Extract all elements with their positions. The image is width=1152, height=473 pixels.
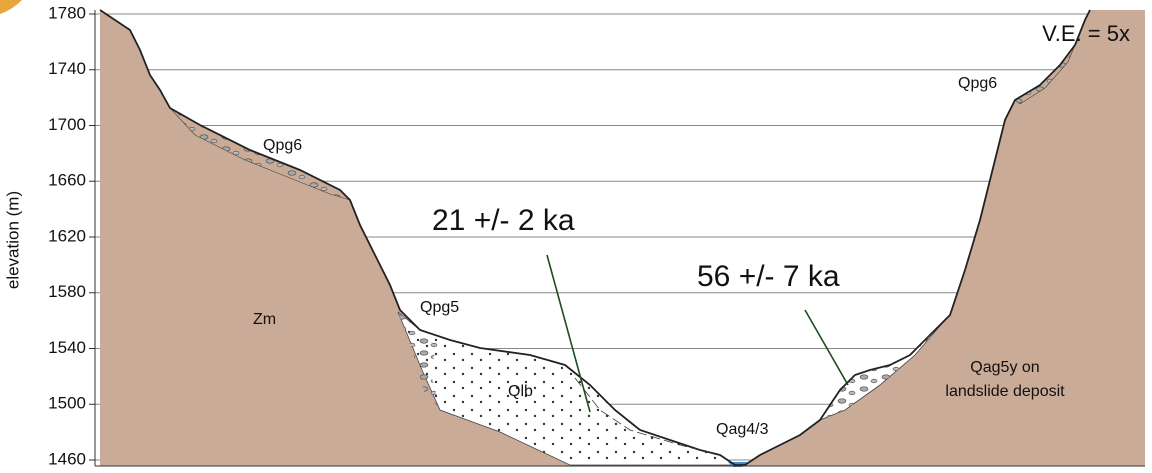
unit-label: Qpg6: [958, 75, 997, 92]
bedrock: [100, 10, 1145, 466]
y-tick-label: 1620: [48, 226, 86, 245]
y-tick-label: 1740: [48, 59, 86, 78]
y-tick-label: 1460: [48, 449, 86, 468]
unit-label: Zm: [253, 311, 276, 328]
unit-label: Qpg6: [263, 137, 302, 154]
unit-label: Qlb: [508, 383, 533, 400]
qlb-dots: [398, 312, 735, 465]
unit-label: landslide deposit: [945, 383, 1065, 400]
unit-label: Qag5y on: [970, 359, 1039, 376]
unit-label: Qpg5: [420, 299, 459, 316]
age-label: 56 +/- 7 ka: [697, 260, 840, 293]
unit-label: Qag4/3: [716, 421, 769, 438]
leader-line: [546, 254, 591, 413]
y-tick-label: 1580: [48, 282, 86, 301]
y-tick-label: 1540: [48, 338, 86, 357]
ground-surface: [99, 9, 1091, 466]
logo-fragment: [0, 0, 22, 14]
y-tick-label: 1700: [48, 115, 86, 134]
terrace-contact: [574, 377, 721, 456]
y-tick-label: 1660: [48, 171, 86, 190]
age-label: 21 +/- 2 ka: [432, 204, 575, 237]
ve-label: V.E. = 5x: [1042, 21, 1130, 46]
leader-line: [804, 309, 849, 386]
y-tick-label: 1500: [48, 394, 86, 413]
qpg5-gravel: [398, 312, 440, 408]
qag5y-gravel: [820, 320, 945, 420]
y-tick-label: 1780: [48, 3, 86, 22]
axis-label: elevation (m): [3, 191, 22, 289]
